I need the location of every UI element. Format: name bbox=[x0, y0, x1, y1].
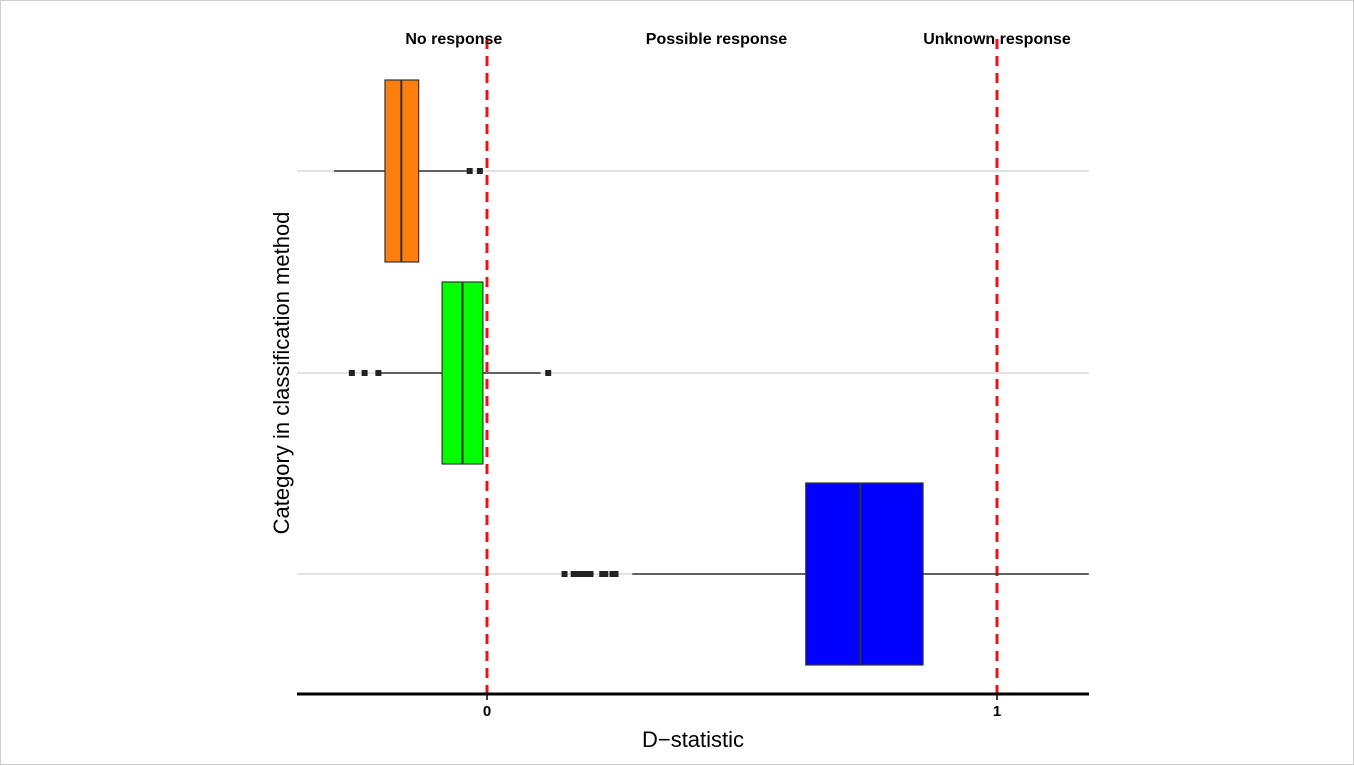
outlier-point bbox=[602, 571, 609, 577]
x-tick-label-2: 1 bbox=[993, 703, 1001, 720]
y-axis-title: Category in classification method bbox=[269, 212, 294, 535]
outlier-point bbox=[574, 571, 581, 577]
outlier-point bbox=[577, 571, 584, 577]
labels-layer: No response Possible response Unknown resp… bbox=[405, 31, 1071, 720]
region-label-2: Possible response bbox=[646, 31, 787, 48]
reference-lines bbox=[485, 39, 999, 694]
outlier-point bbox=[580, 571, 587, 577]
box-2 bbox=[348, 281, 552, 465]
outlier-point bbox=[612, 571, 619, 577]
region-label-1: No response bbox=[405, 31, 502, 48]
outlier-point bbox=[545, 370, 552, 376]
outlier-point bbox=[583, 571, 590, 577]
region-label-3: Unknown response bbox=[923, 31, 1071, 48]
outlier-point bbox=[561, 571, 568, 577]
outlier-point bbox=[466, 168, 473, 174]
x-axis-title: D−statistic bbox=[642, 727, 744, 752]
box-body bbox=[805, 482, 924, 666]
outlier-point bbox=[348, 370, 355, 376]
box-3 bbox=[561, 482, 1089, 666]
outlier-point bbox=[587, 571, 594, 577]
boxes-layer bbox=[334, 79, 1089, 666]
x-tick-label-1: 0 bbox=[483, 703, 491, 720]
outlier-point bbox=[609, 571, 616, 577]
outlier-point bbox=[570, 571, 577, 577]
outlier-point bbox=[476, 168, 483, 174]
outlier-point bbox=[361, 370, 368, 376]
box-1 bbox=[334, 79, 483, 263]
outlier-point bbox=[375, 370, 382, 376]
outlier-point bbox=[599, 571, 606, 577]
